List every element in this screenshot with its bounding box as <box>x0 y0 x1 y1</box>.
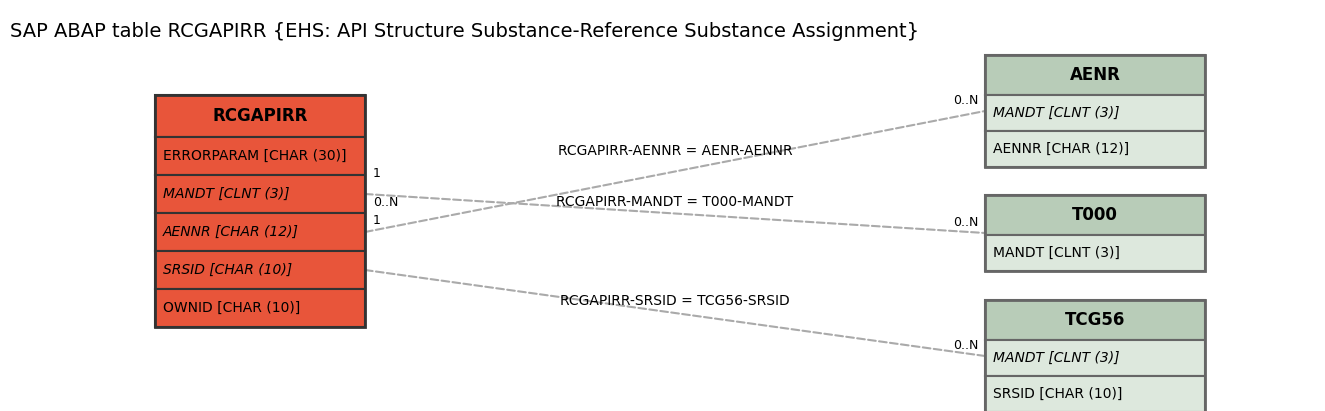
Bar <box>984 95 1204 131</box>
Text: 1: 1 <box>374 167 380 180</box>
Text: MANDT [CLNT (3)]: MANDT [CLNT (3)] <box>163 187 289 201</box>
Text: MANDT [CLNT (3)]: MANDT [CLNT (3)] <box>992 246 1120 260</box>
Text: SRSID [CHAR (10)]: SRSID [CHAR (10)] <box>163 263 292 277</box>
Text: OWNID [CHAR (10)]: OWNID [CHAR (10)] <box>163 301 301 315</box>
Text: AENNR [CHAR (12)]: AENNR [CHAR (12)] <box>992 142 1129 156</box>
Bar <box>155 95 364 327</box>
Text: T000: T000 <box>1072 206 1118 224</box>
Bar <box>155 251 364 289</box>
Text: MANDT [CLNT (3)]: MANDT [CLNT (3)] <box>992 351 1120 365</box>
Text: 0..N: 0..N <box>954 339 979 352</box>
Bar <box>155 137 364 175</box>
Text: RCGAPIRR-MANDT = T000-MANDT: RCGAPIRR-MANDT = T000-MANDT <box>556 194 794 208</box>
Bar <box>984 195 1204 271</box>
Text: SAP ABAP table RCGAPIRR {EHS: API Structure Substance-Reference Substance Assign: SAP ABAP table RCGAPIRR {EHS: API Struct… <box>11 22 920 41</box>
Text: RCGAPIRR-SRSID = TCG56-SRSID: RCGAPIRR-SRSID = TCG56-SRSID <box>560 294 790 308</box>
Text: TCG56: TCG56 <box>1065 311 1125 329</box>
Bar <box>155 95 364 137</box>
Text: RCGAPIRR: RCGAPIRR <box>212 107 307 125</box>
Bar <box>984 340 1204 376</box>
Text: 0..N: 0..N <box>374 196 399 209</box>
Bar <box>984 376 1204 411</box>
Bar <box>984 55 1204 167</box>
Bar <box>984 235 1204 271</box>
Text: 0..N: 0..N <box>954 94 979 107</box>
Bar <box>155 175 364 213</box>
Text: MANDT [CLNT (3)]: MANDT [CLNT (3)] <box>992 106 1120 120</box>
Bar <box>984 300 1204 340</box>
Bar <box>984 195 1204 235</box>
Text: ERRORPARAM [CHAR (30)]: ERRORPARAM [CHAR (30)] <box>163 149 347 163</box>
Bar <box>984 131 1204 167</box>
Text: SRSID [CHAR (10)]: SRSID [CHAR (10)] <box>992 387 1122 401</box>
Text: AENR: AENR <box>1069 66 1121 84</box>
Text: RCGAPIRR-AENNR = AENR-AENNR: RCGAPIRR-AENNR = AENR-AENNR <box>558 143 792 157</box>
Bar <box>155 213 364 251</box>
Bar <box>984 55 1204 95</box>
Text: 0..N: 0..N <box>954 216 979 229</box>
Text: 1: 1 <box>374 214 380 227</box>
Text: AENNR [CHAR (12)]: AENNR [CHAR (12)] <box>163 225 299 239</box>
Bar <box>984 300 1204 411</box>
Bar <box>155 289 364 327</box>
